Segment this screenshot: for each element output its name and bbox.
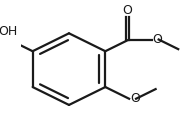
Text: O: O <box>122 4 132 17</box>
Text: O: O <box>130 92 140 105</box>
Text: O: O <box>153 33 162 46</box>
Text: OH: OH <box>0 25 18 38</box>
